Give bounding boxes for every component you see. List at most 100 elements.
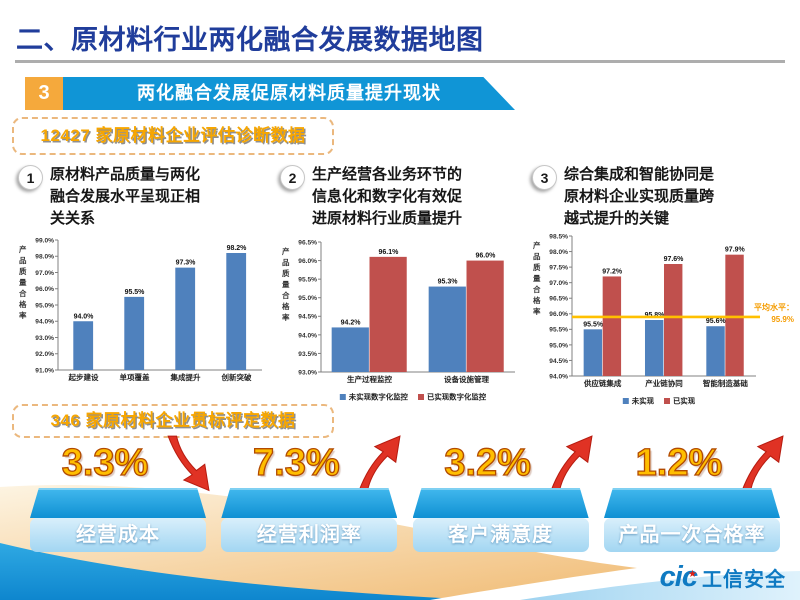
svg-text:质: 质 — [19, 266, 27, 276]
svg-text:产: 产 — [19, 244, 27, 254]
svg-text:量: 量 — [282, 279, 290, 289]
svg-text:产业链协同: 产业链协同 — [645, 378, 683, 388]
section-number-badge: 3 — [25, 77, 63, 110]
svg-text:97.0%: 97.0% — [549, 280, 568, 287]
svg-text:96.0%: 96.0% — [298, 258, 317, 265]
svg-text:97.5%: 97.5% — [549, 265, 568, 272]
metric-customer-satisfaction: 3.2% 客户满意度 — [412, 435, 593, 552]
svg-text:94.2%: 94.2% — [341, 319, 362, 326]
point-2-number-badge: 2 — [280, 165, 305, 190]
svg-text:率: 率 — [19, 310, 27, 320]
podium-top — [221, 488, 398, 518]
svg-text:94.0%: 94.0% — [35, 319, 54, 326]
svg-text:96.0%: 96.0% — [549, 311, 568, 318]
svg-text:98.0%: 98.0% — [549, 249, 568, 256]
svg-text:94.5%: 94.5% — [549, 358, 568, 365]
cic-logo-text: cic ★ — [659, 561, 698, 593]
svg-text:平均水平：: 平均水平： — [754, 302, 794, 312]
svg-text:95.5%: 95.5% — [583, 321, 604, 328]
svg-text:94.0%: 94.0% — [549, 373, 568, 380]
svg-text:创新突破: 创新突破 — [221, 372, 252, 382]
chart-digital-monitoring-comparison: 产品质量合格率 93.0% 93.5% 94.0% 94.5% 95.0% 95.5% 96.… — [279, 232, 521, 404]
trend-up-icon — [355, 434, 401, 494]
lightblue-wave — [520, 571, 800, 600]
podium-top — [603, 488, 780, 518]
svg-text:未实现: 未实现 — [631, 397, 655, 406]
svg-text:生产过程监控: 生产过程监控 — [347, 374, 392, 384]
svg-text:格: 格 — [533, 295, 541, 305]
svg-text:95.0%: 95.0% — [298, 295, 317, 302]
svg-text:合: 合 — [533, 284, 541, 294]
svg-text:量: 量 — [19, 277, 27, 287]
svg-text:95.3%: 95.3% — [438, 279, 459, 286]
point-2: 2 生产经营各业务环节的信息化和数字化有效促进原材料行业质量提升 — [280, 164, 532, 229]
svg-text:98.0%: 98.0% — [35, 254, 54, 261]
svg-text:97.6%: 97.6% — [664, 256, 685, 263]
blue-wave — [0, 543, 480, 600]
svg-text:未实现数字化监控: 未实现数字化监控 — [348, 393, 409, 402]
svg-text:率: 率 — [282, 312, 290, 322]
svg-text:合: 合 — [282, 290, 290, 300]
chart-quality-vs-integration-level: 产品质量合格率 91.0% 92.0% 93.0% 94.0% 95.0% 96.0% 97.… — [16, 230, 268, 388]
svg-text:95.0%: 95.0% — [35, 302, 54, 309]
svg-text:91.0%: 91.0% — [35, 367, 54, 374]
svg-text:93.5%: 93.5% — [298, 351, 317, 358]
podium-top — [30, 488, 206, 518]
svg-text:97.9%: 97.9% — [725, 247, 746, 254]
assessment-data-box: 12427 家原材料企业评估诊断数据 — [12, 117, 334, 155]
point-1-number-badge: 1 — [18, 165, 43, 190]
assessment-data-label: 12427 家原材料企业评估诊断数据 — [40, 126, 306, 145]
metric-first-pass-yield: 1.2% 产品一次合格率 — [603, 435, 784, 552]
svg-text:95.5%: 95.5% — [125, 289, 146, 296]
title-divider — [15, 60, 785, 63]
svg-text:合: 合 — [19, 288, 27, 298]
svg-text:95.6%: 95.6% — [706, 318, 727, 325]
svg-text:96.0%: 96.0% — [35, 286, 54, 293]
svg-text:92.0%: 92.0% — [35, 351, 54, 358]
svg-text:95.0%: 95.0% — [549, 342, 568, 349]
svg-text:格: 格 — [282, 301, 290, 311]
svg-text:98.2%: 98.2% — [227, 245, 248, 252]
svg-text:94.0%: 94.0% — [74, 313, 95, 320]
star-icon: ★ — [688, 569, 697, 580]
svg-text:96.1%: 96.1% — [378, 249, 399, 256]
trend-down-icon — [164, 434, 210, 494]
svg-text:95.8%: 95.8% — [645, 312, 666, 319]
metric-label: 产品一次合格率 — [603, 518, 780, 552]
metric-value: 1.2% — [635, 441, 723, 484]
svg-text:96.5%: 96.5% — [549, 296, 568, 303]
svg-text:93.0%: 93.0% — [35, 335, 54, 342]
trend-up-icon — [547, 434, 593, 494]
svg-text:单项覆盖: 单项覆盖 — [120, 372, 150, 382]
podium-top — [412, 488, 589, 518]
svg-text:95.9%: 95.9% — [771, 315, 794, 324]
metric-value: 3.3% — [61, 441, 149, 484]
svg-text:质: 质 — [282, 268, 290, 278]
svg-text:产: 产 — [282, 246, 290, 256]
svg-text:已实现: 已实现 — [673, 397, 696, 406]
evaluation-data-label: 346 家原材料企业贯标评定数据 — [50, 411, 296, 430]
svg-text:品: 品 — [282, 258, 290, 267]
svg-text:98.5%: 98.5% — [549, 233, 568, 240]
svg-text:97.3%: 97.3% — [176, 260, 197, 267]
svg-text:智能制造基础: 智能制造基础 — [703, 378, 748, 388]
page-title: 二、原材料行业两化融合发展数据地图 — [16, 25, 484, 55]
svg-text:94.0%: 94.0% — [298, 332, 317, 339]
svg-text:供应链集成: 供应链集成 — [583, 378, 622, 388]
chart-integration-collaboration-comparison: 产品质量合格率 94.0% 94.5% 95.0% 95.5% 96.0% 96.5% 97.… — [530, 226, 796, 408]
metric-label: 客户满意度 — [412, 518, 589, 552]
svg-text:品: 品 — [533, 252, 541, 261]
svg-text:集成提升: 集成提升 — [170, 372, 201, 382]
point-3-number-badge: 3 — [532, 165, 557, 190]
svg-text:95.5%: 95.5% — [549, 327, 568, 334]
evaluation-data-box: 346 家原材料企业贯标评定数据 — [12, 404, 334, 438]
point-1-text: 原材料产品质量与两化融合发展水平呈现正相关关系 — [50, 166, 201, 227]
svg-text:96.5%: 96.5% — [298, 239, 317, 246]
svg-text:率: 率 — [533, 306, 541, 316]
point-1: 1 原材料产品质量与两化融合发展水平呈现正相关关系 — [18, 164, 280, 229]
svg-text:品: 品 — [19, 256, 27, 265]
metric-value: 7.3% — [252, 441, 340, 484]
cic-logo: cic ★ 工信安全 — [660, 563, 786, 592]
svg-text:97.2%: 97.2% — [602, 268, 623, 275]
